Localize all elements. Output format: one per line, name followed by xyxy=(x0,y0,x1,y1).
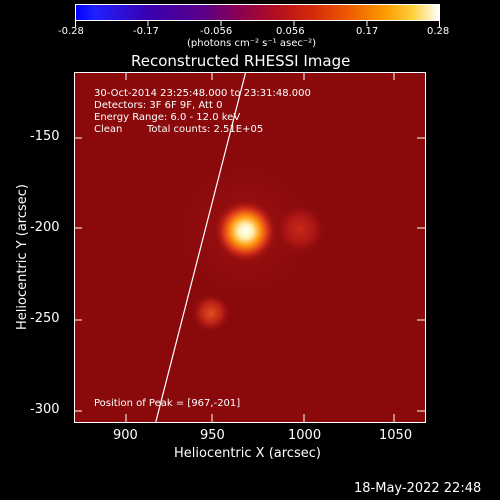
x-tick-label: 950 xyxy=(200,428,225,443)
axis-ticks xyxy=(74,72,425,422)
source-tertiary xyxy=(273,203,326,256)
colorbar-ticks xyxy=(75,21,440,27)
colorbar-units-label: (photons cm⁻² s⁻¹ asec⁻²) xyxy=(187,38,317,49)
plot-title: Reconstructed RHESSI Image xyxy=(131,52,351,70)
colorbar-tick-label: -0.28 xyxy=(58,26,84,37)
info-total-counts: Total counts: 2.51E+05 xyxy=(147,124,264,135)
colorbar-tick-label: -0.056 xyxy=(200,26,233,37)
info-clean: Clean xyxy=(94,124,123,135)
colorbar-tick-label: 0.17 xyxy=(356,26,379,37)
colorbar-tick-label: 0.056 xyxy=(276,26,305,37)
colorbar-tick-label: -0.17 xyxy=(133,26,159,37)
x-tick-label: 1050 xyxy=(379,428,413,443)
peak-position-label: Position of Peak = [967,-201] xyxy=(94,398,241,409)
plot-frame xyxy=(74,72,426,423)
x-tick-label: 900 xyxy=(113,428,138,443)
x-axis-label: Heliocentric X (arcsec) xyxy=(174,446,321,461)
source-secondary xyxy=(191,292,232,333)
colorbar xyxy=(75,4,440,21)
y-axis-label: Heliocentric Y (arcsec) xyxy=(15,184,30,330)
colorbar-tick-label: 0.28 xyxy=(427,26,450,37)
y-tick-label: -250 xyxy=(30,311,60,326)
solar-limb-line xyxy=(155,73,247,422)
timestamp: 18-May-2022 22:48 xyxy=(354,481,482,496)
y-tick-label: -300 xyxy=(30,402,60,417)
info-energy-range: Energy Range: 6.0 - 12.0 keV xyxy=(94,112,241,123)
x-tick-label: 1000 xyxy=(288,428,322,443)
rhessi-image xyxy=(75,73,425,422)
y-tick-label: -150 xyxy=(30,129,60,144)
info-time-range: 30-Oct-2014 23:25:48.000 to 23:31:48.000 xyxy=(94,88,311,99)
source-primary xyxy=(213,199,278,264)
info-detectors: Detectors: 3F 6F 9F, Att 0 xyxy=(94,100,223,111)
y-tick-label: -200 xyxy=(30,220,60,235)
